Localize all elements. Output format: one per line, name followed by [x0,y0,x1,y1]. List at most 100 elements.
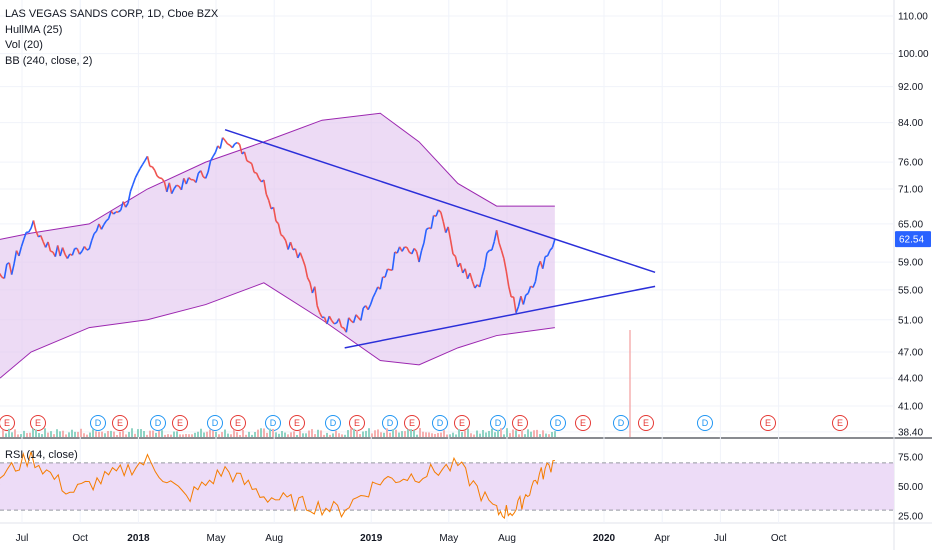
volume-bar [164,434,166,437]
price-segment [204,171,209,179]
rsi-legend[interactable]: RSI (14, close) [5,449,78,461]
volume-bar [428,432,430,437]
price-segment [127,191,132,204]
volume-bar [59,431,61,437]
event-marker [760,415,776,431]
price-segment [71,248,76,256]
volume-bar [182,434,184,437]
volume-bar [308,430,310,437]
bb-legend[interactable]: BB (240, close, 2) [5,54,93,67]
volume-bar [287,434,289,437]
price-segment [333,322,337,325]
price-segment [250,163,255,173]
price-segment [384,268,389,278]
volume-bar [212,430,214,437]
volume-bar [395,429,397,437]
price-segment [401,246,406,252]
volume-bar [545,433,547,437]
volume-bar [125,434,127,437]
volume-bar [17,434,19,437]
volume-bar [248,431,250,437]
volume-bar [227,433,229,437]
price-segment [440,212,445,223]
price-segment [248,161,253,165]
price-segment [76,248,81,255]
price-segment [309,282,314,294]
price-segment [168,182,173,194]
time-tick-label: Apr [654,533,670,544]
time-axis[interactable]: AprJulOct2018MayAug2019MayAug2020AprJulO… [0,533,787,544]
volume-bar [323,434,325,437]
volume-bar [38,433,40,437]
volume-bars [2,330,631,437]
price-segment [159,177,163,180]
price-segment [246,160,250,163]
volume-bar [143,431,145,437]
volume-bar [104,433,106,437]
event-label: D [95,418,102,428]
volume-bar [314,434,316,437]
event-marker [382,415,398,431]
price-segment [86,248,90,251]
volume-bar [536,429,538,437]
volume-bar [368,428,370,437]
price-segment [387,268,391,271]
price-segment [83,246,88,251]
volume-bar [458,429,460,437]
volume-bar [350,428,352,437]
volume-bar [518,434,520,437]
trendlines[interactable] [224,128,656,349]
volume-bar [506,428,508,437]
price-segment [331,320,335,325]
volume-bar [392,429,394,437]
volume-bar [320,430,322,437]
price-segment [238,144,243,155]
volume-bar [422,431,424,437]
volume-bar [380,432,382,437]
price-segment [134,172,139,179]
volume-bar [449,434,451,437]
price-segment [284,240,289,250]
price-axis[interactable]: 110.00 100.00 92.00 84.00 76.00 71.00 65.00 59.… [895,12,931,439]
price-segment [469,272,474,282]
event-marker [112,415,128,431]
volume-bar [41,434,43,437]
volume-bar [203,432,205,437]
volume-bar [353,428,355,437]
volume-bar [254,431,256,437]
event-marker [613,415,629,431]
volume-bar [128,431,130,437]
volume-bar [23,430,25,437]
event-label: E [837,418,843,428]
event-marker [512,415,528,431]
volume-bar [500,428,502,437]
price-segment [551,239,556,248]
price-segment [40,235,44,243]
volume-bar [224,429,226,437]
volume-bar [167,434,169,437]
symbol-title[interactable]: LAS VEGAS SANDS CORP, 1D, Cboe BZX [5,8,219,20]
volume-bar [35,429,37,437]
rsi-band [0,462,894,511]
volume-bar [377,429,379,437]
event-marker [150,415,166,431]
event-label: E [35,418,41,428]
price-segment [110,210,115,215]
volume-bar [230,434,232,437]
event-marker [832,415,848,431]
price-segment [124,202,129,208]
volume-legend[interactable]: Vol (20) [5,39,43,51]
volume-bar [86,434,88,437]
hullma-legend[interactable]: HullMA (25) [5,23,63,36]
event-marker [638,415,654,431]
volume-bar [20,434,22,437]
volume-bar [77,431,79,437]
price-segment [275,220,279,225]
volume-bar [260,428,262,437]
price-segment [243,151,248,161]
volume-bar [356,430,358,437]
price-segment [318,312,323,318]
volume-bar [473,434,475,437]
